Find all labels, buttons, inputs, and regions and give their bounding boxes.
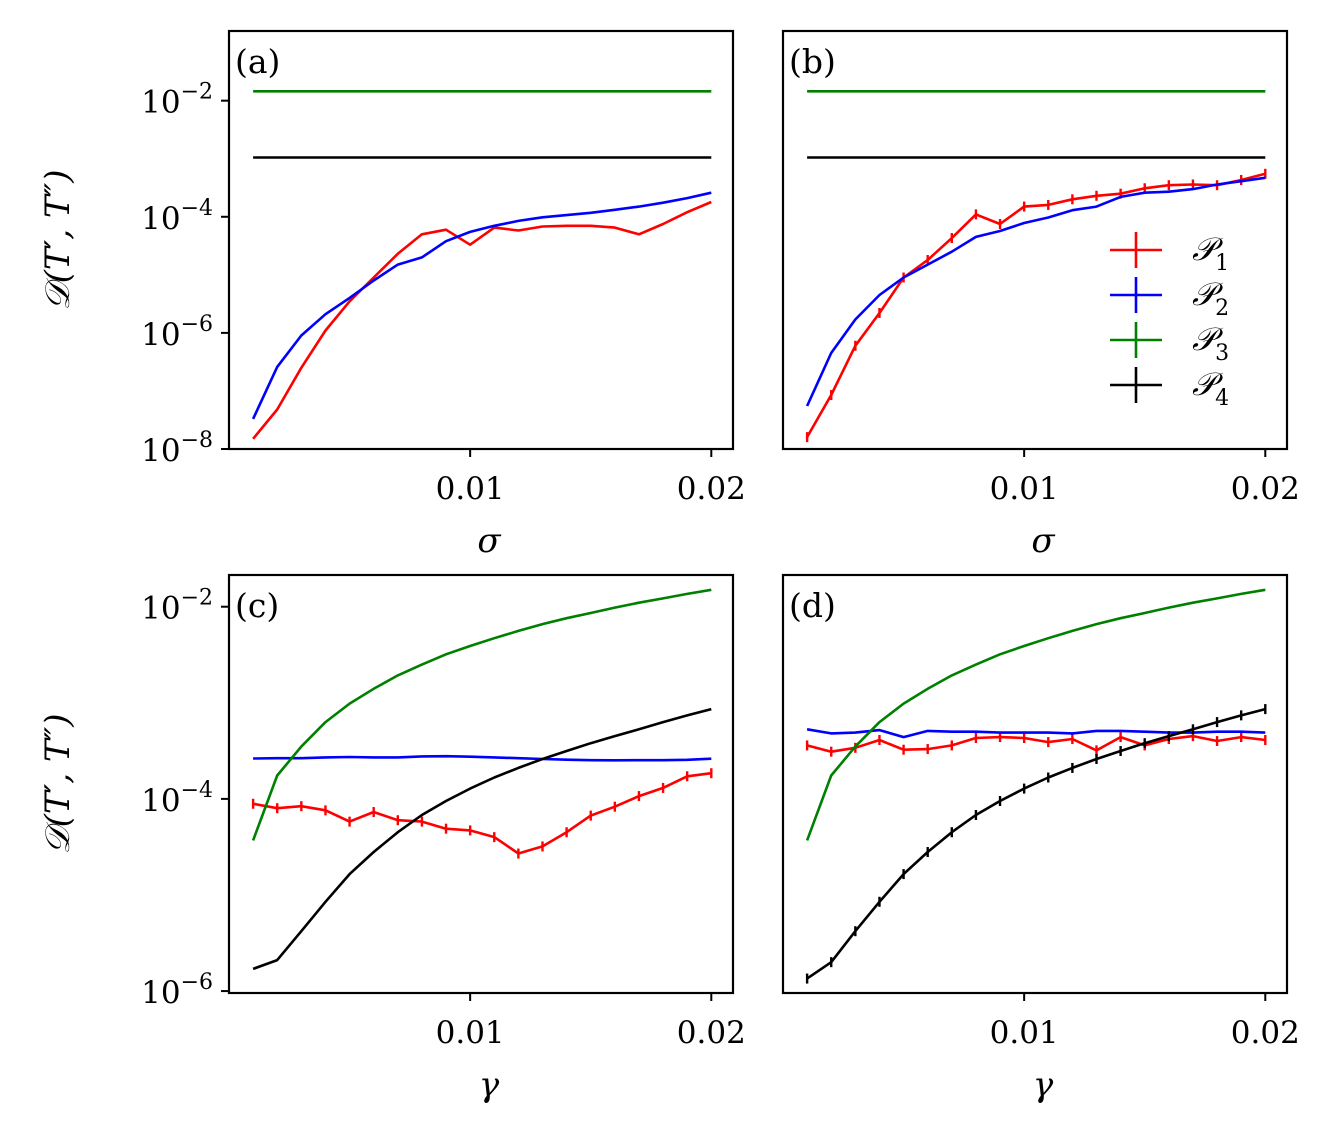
plot-frame: [781, 29, 1289, 451]
series-line-1: [805, 172, 1266, 438]
series-line-2: [806, 728, 1266, 739]
y-tick-label: 10−2: [141, 80, 213, 121]
series-line-1: [252, 200, 712, 440]
y-axis-label: 𝒟(T′, T″): [38, 169, 78, 310]
x-tick-label: 0.01: [436, 1015, 505, 1051]
series-line-4: [806, 707, 1266, 980]
series-group: [251, 90, 712, 440]
x-axis-label: σ: [477, 521, 501, 561]
series-group: [251, 588, 713, 971]
series-line-2: [805, 176, 1266, 407]
series-line-2: [251, 191, 712, 420]
series-group: [805, 90, 1267, 443]
series-line-1: [252, 771, 712, 855]
series-line-3: [251, 588, 712, 841]
x-tick-label: 0.02: [1231, 1015, 1300, 1051]
x-tick-label: 0.01: [990, 471, 1059, 507]
panel-label: (d): [789, 586, 836, 625]
x-tick-label: 0.02: [677, 1015, 746, 1051]
panel-c: 0.01 0.02 10−6 10−4 10−2 𝒟(T′, T″) γ (c): [38, 573, 746, 1105]
series-line-2: [253, 754, 712, 762]
plot-frame: [227, 573, 735, 995]
panel-d: 0.01 0.02 γ (d): [781, 573, 1300, 1105]
y-axis-label: 𝒟(T′, T″): [38, 713, 78, 854]
y-tick-label: 10−4: [141, 778, 213, 819]
panel-label: (a): [235, 42, 280, 81]
x-axis-label: γ: [1033, 1065, 1054, 1105]
y-tick-label: 10−6: [141, 970, 213, 1011]
x-axis-label: σ: [1031, 521, 1055, 561]
panel-label: (b): [789, 42, 836, 81]
x-tick-label: 0.01: [436, 471, 505, 507]
y-tick-label: 10−6: [141, 312, 213, 353]
series-line-1: [806, 734, 1266, 754]
panel-b: 0.01 0.02 σ (b): [781, 29, 1300, 561]
plot-frame: [781, 573, 1289, 995]
panel-a: 0.01 0.02 10−8 10−6 10−4 10−2 𝒟(T′, T″) σ (a): [38, 29, 746, 561]
y-tick-label: 10−8: [141, 428, 213, 469]
y-tick-label: 10−2: [141, 586, 213, 627]
series-line-3: [805, 588, 1266, 841]
series-line-4: [252, 707, 712, 971]
x-tick-label: 0.02: [677, 471, 746, 507]
x-axis-label: γ: [479, 1065, 500, 1105]
x-tick-label: 0.01: [990, 1015, 1059, 1051]
series-group: [805, 588, 1267, 984]
y-tick-label: 10−4: [141, 196, 213, 237]
plot-frame: [227, 29, 735, 451]
x-tick-label: 0.02: [1231, 471, 1300, 507]
panel-label: (c): [235, 586, 279, 625]
